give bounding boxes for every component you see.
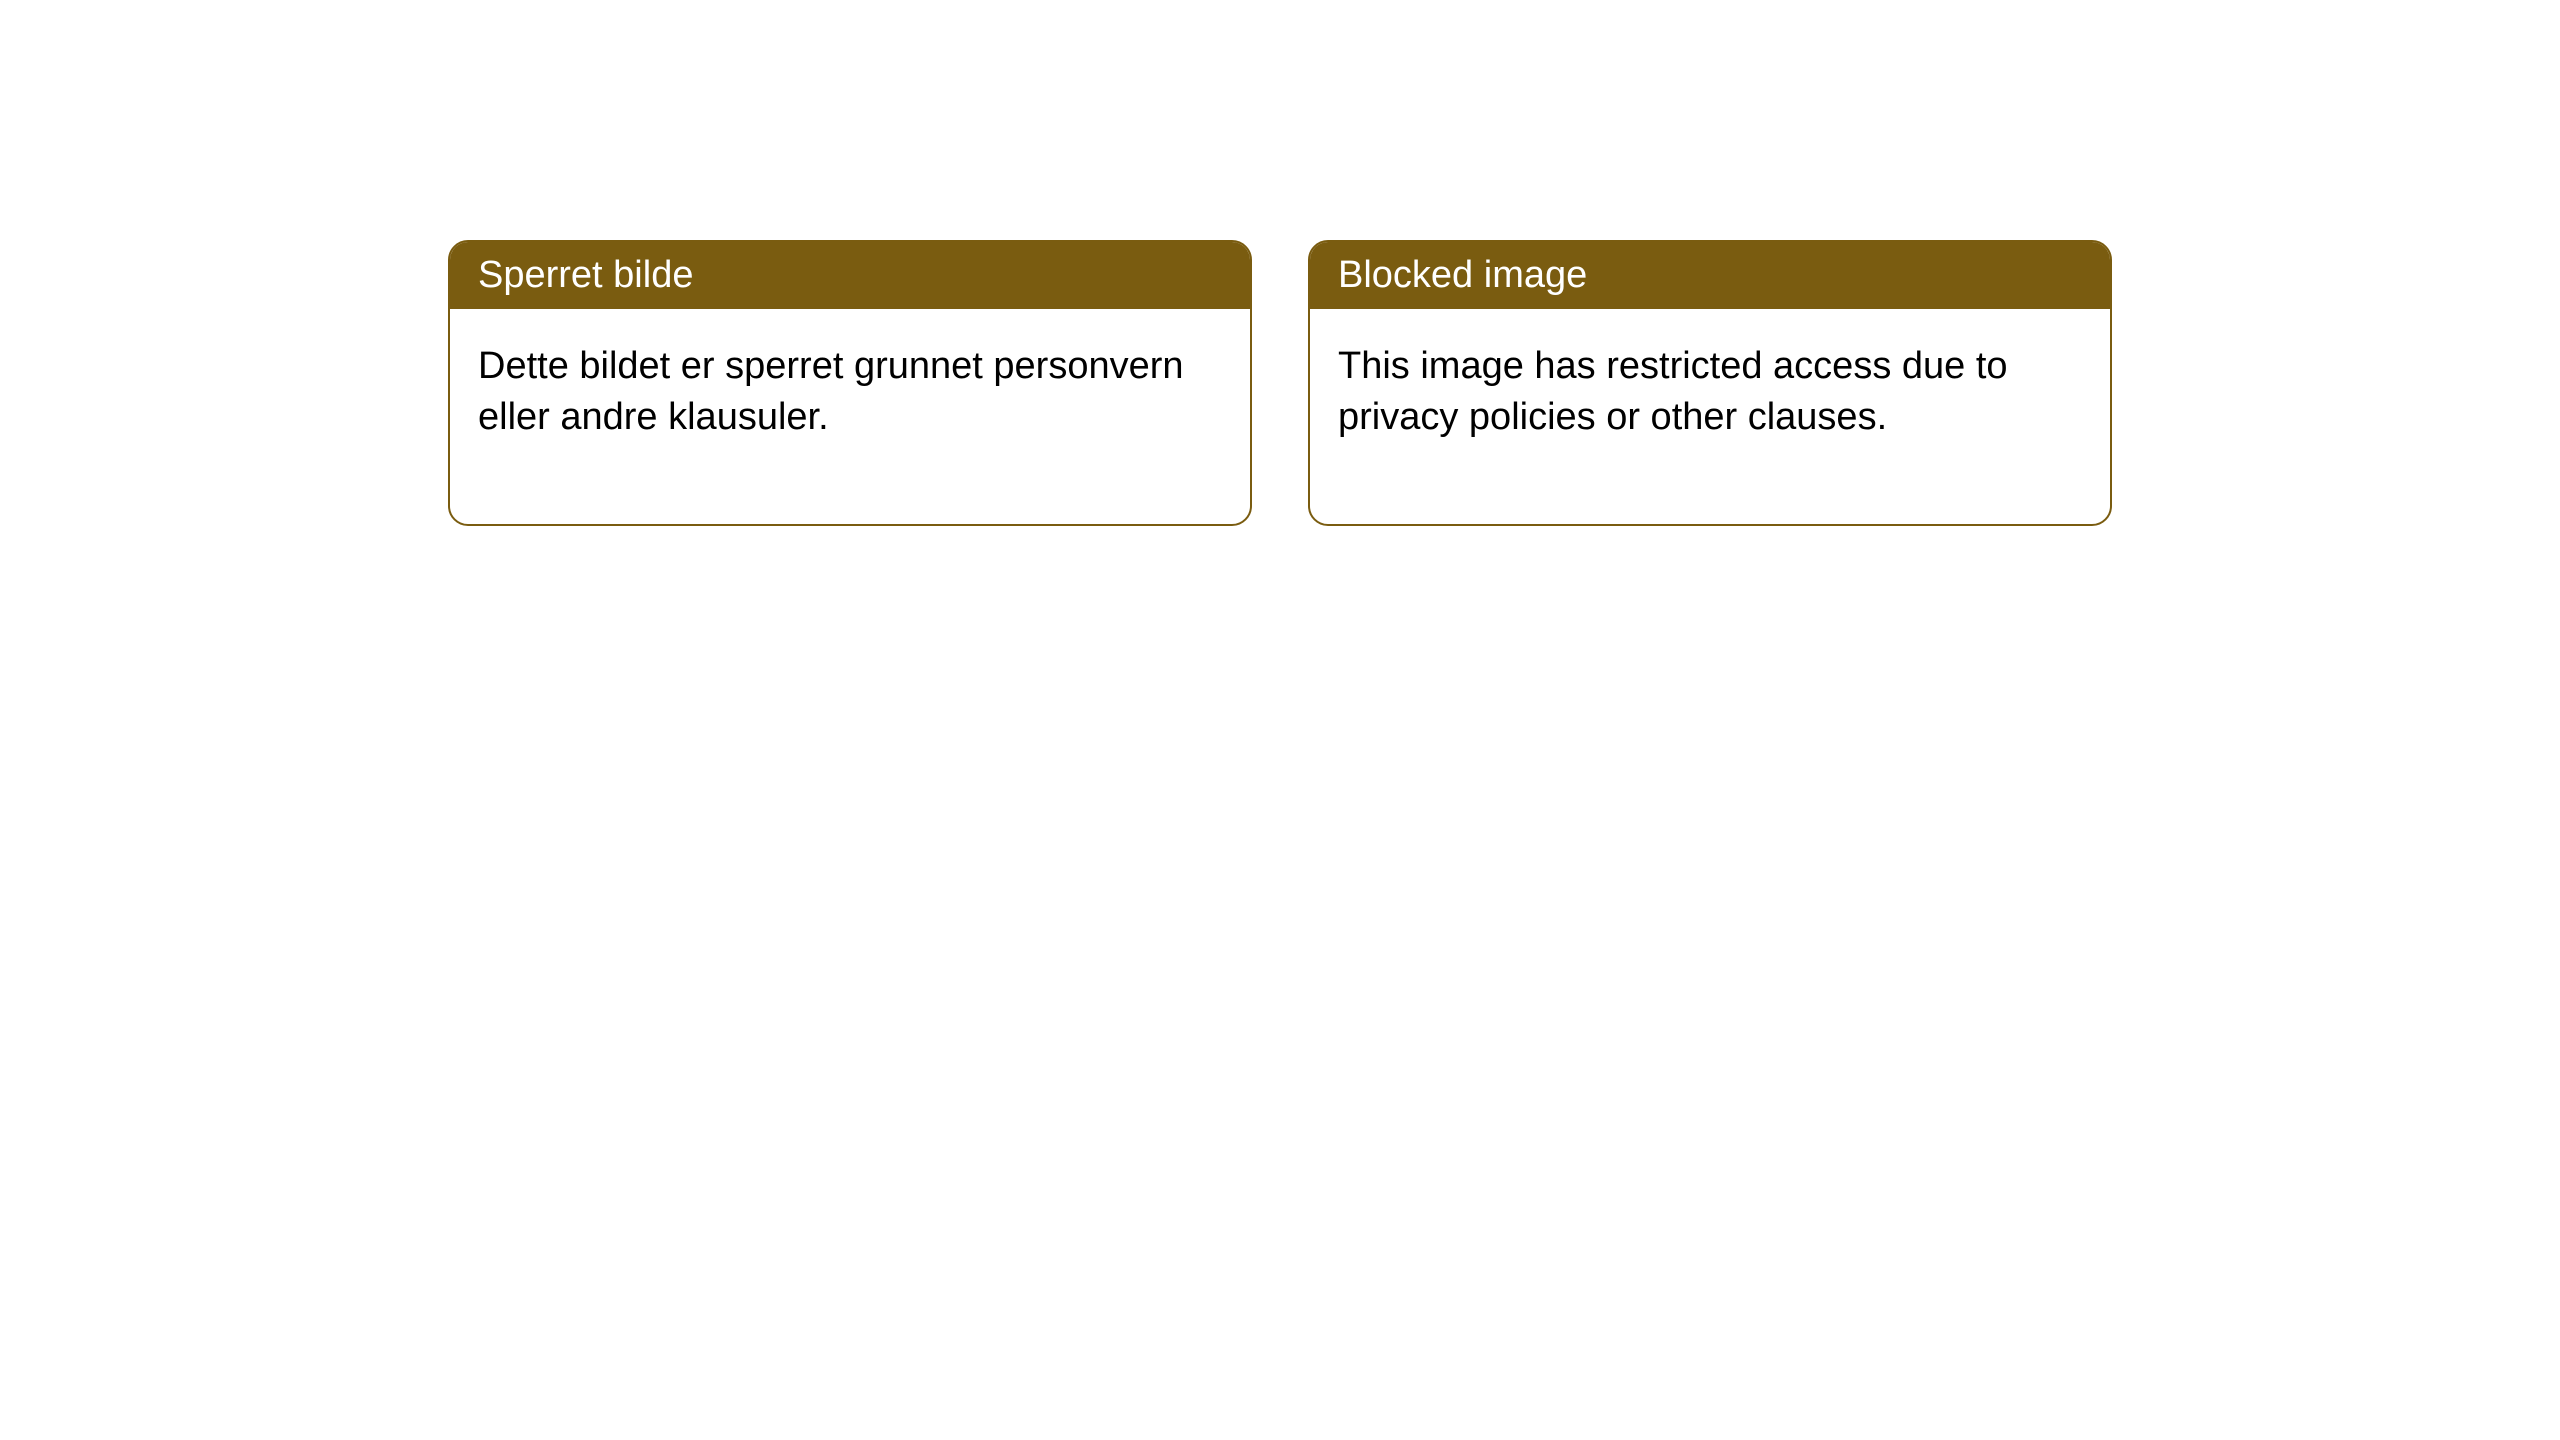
card-body-text: This image has restricted access due to … (1338, 345, 2008, 438)
notice-card-english: Blocked image This image has restricted … (1308, 240, 2112, 526)
notice-cards-row: Sperret bilde Dette bildet er sperret gr… (0, 0, 2560, 526)
card-title: Blocked image (1338, 254, 1587, 296)
card-header: Sperret bilde (450, 242, 1250, 309)
card-body-text: Dette bildet er sperret grunnet personve… (478, 345, 1184, 438)
card-title: Sperret bilde (478, 254, 693, 296)
card-body: This image has restricted access due to … (1310, 309, 2110, 524)
notice-card-norwegian: Sperret bilde Dette bildet er sperret gr… (448, 240, 1252, 526)
card-body: Dette bildet er sperret grunnet personve… (450, 309, 1250, 524)
card-header: Blocked image (1310, 242, 2110, 309)
